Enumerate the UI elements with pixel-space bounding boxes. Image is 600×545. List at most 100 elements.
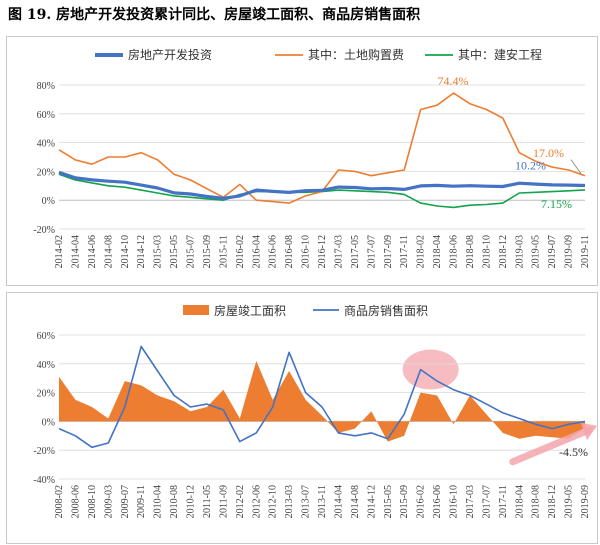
data-annotation: 7.15% [541, 197, 572, 211]
x-tick-label: 2015-11 [218, 235, 229, 268]
x-tick-label: 2013-07 [301, 485, 312, 518]
x-tick-label: 2016-06 [268, 235, 279, 268]
x-tick-label: 2008-02 [54, 485, 65, 518]
x-tick-label: 2018-12 [547, 485, 558, 518]
annotation-leader [570, 159, 582, 174]
x-tick-label: 2009-11 [136, 485, 147, 518]
x-tick-label: 2016-10 [449, 485, 460, 518]
x-tick-label: 2018-04 [432, 235, 443, 268]
x-tick-label: 2018-04 [514, 485, 525, 518]
x-tick-label: 2018-10 [481, 235, 492, 268]
x-tick-label: 2014-04 [70, 235, 81, 268]
legend-label: 其中：土地购置费 [308, 47, 404, 62]
x-tick-label: 2016-02 [416, 485, 427, 518]
x-tick-label: 2008-06 [70, 485, 81, 518]
legend-label: 其中：建安工程 [458, 47, 542, 62]
x-tick-label: 2010-08 [169, 485, 180, 518]
x-tick-label: 2015-07 [186, 235, 197, 268]
y-tick-label: 60% [37, 331, 55, 342]
sales-line [58, 345, 586, 449]
legend-label: 商品房销售面积 [344, 303, 428, 318]
x-tick-label: 2018-12 [498, 235, 509, 268]
y-tick-label: 80% [37, 81, 55, 92]
completion-area [59, 360, 585, 442]
data-annotation: 74.4% [438, 74, 469, 88]
x-tick-label: 2016-02 [235, 235, 246, 268]
legend-swatch [183, 305, 209, 315]
x-tick-label: 2019-11 [580, 235, 591, 268]
x-tick-label: 2014-06 [87, 235, 98, 268]
x-tick-label: 2018-08 [465, 235, 476, 268]
data-annotation: 17.0% [533, 146, 564, 160]
x-tick-label: 2013-03 [284, 485, 295, 518]
x-tick-label: 2009-07 [120, 485, 131, 518]
x-tick-label: 2015-09 [399, 485, 410, 518]
trend-arrow-head [581, 422, 597, 441]
x-tick-label: 2017-03 [465, 485, 476, 518]
x-tick-label: 2019-07 [547, 235, 558, 268]
x-tick-label: 2014-02 [54, 235, 65, 268]
x-tick-label: 2019-09 [580, 485, 591, 518]
series-line [58, 170, 586, 200]
y-tick-label: 0% [42, 196, 55, 207]
x-tick-label: 2016-10 [301, 235, 312, 268]
x-tick-label: 2019-05 [531, 235, 542, 268]
legend-label: 房地产开发投资 [128, 47, 212, 62]
x-tick-label: 2017-11 [399, 235, 410, 268]
y-tick-label: 20% [37, 167, 55, 178]
y-tick-label: -20% [33, 225, 55, 236]
x-tick-label: 2016-06 [432, 485, 443, 518]
x-tick-label: 2016-04 [251, 235, 262, 268]
x-tick-label: 2015-03 [153, 235, 164, 268]
y-tick-label: 60% [37, 110, 55, 121]
x-tick-label: 2019-03 [514, 235, 525, 268]
y-tick-label: 40% [37, 360, 55, 371]
x-tick-label: 2018-08 [531, 485, 542, 518]
x-tick-label: 2018-02 [416, 235, 427, 268]
x-tick-label: 2016-08 [284, 235, 295, 268]
x-tick-label: 2018-06 [449, 235, 460, 268]
x-tick-label: 2013-11 [317, 485, 328, 518]
x-tick-label: 2015-05 [383, 485, 394, 518]
y-tick-label: -40% [33, 475, 55, 486]
x-tick-label: 2017-03 [333, 235, 344, 268]
chart-panel-top: 80% 60% 40% 20% 0% -20% 2014-02 2014-04 2014-06 2… [6, 36, 598, 286]
x-tick-label: 2017-09 [383, 235, 394, 268]
x-tick-label: 2019-09 [564, 235, 575, 268]
data-annotation: 10.2% [515, 159, 546, 173]
y-tick-label: 0% [42, 417, 55, 428]
x-tick-label: 2012-10 [268, 485, 279, 518]
x-tick-label: 2017-07 [481, 485, 492, 518]
x-tick-label: 2014-10 [120, 235, 131, 268]
x-tick-label: 2014-12 [366, 485, 377, 518]
data-annotation: -4.5% [559, 445, 588, 459]
x-tick-label: 2017-05 [350, 235, 361, 268]
x-tick-label: 2016-12 [317, 235, 328, 268]
x-tick-label: 2010-04 [153, 485, 164, 518]
x-tick-label: 2014-04 [333, 485, 344, 518]
x-tick-label: 2011-09 [218, 485, 229, 518]
chart-panel-bottom: 60% 40% 20% 0% -20% -40% 2008-02 2008-06 2008-10… [6, 292, 598, 544]
trend-arrow [509, 426, 593, 466]
y-tick-label: 20% [37, 389, 55, 400]
x-tick-label: 2015-05 [169, 235, 180, 268]
x-tick-label: 2008-10 [87, 485, 98, 518]
x-tick-label: 2012-02 [235, 485, 246, 518]
y-tick-label: 40% [37, 139, 55, 150]
highlight-circle [402, 349, 459, 390]
x-tick-label: 2014-08 [103, 235, 114, 268]
x-tick-label: 2009-03 [103, 485, 114, 518]
x-tick-label: 2014-08 [350, 485, 361, 518]
area-chart: 60% 40% 20% 0% -20% -40%2008-02 2008-06 2008-10… [33, 303, 597, 518]
x-tick-label: 2012-06 [251, 485, 262, 518]
x-tick-label: 2017-07 [366, 235, 377, 268]
x-tick-label: 2014-12 [136, 235, 147, 268]
legend-label: 房屋竣工面积 [214, 303, 286, 318]
y-tick-label: -20% [33, 446, 55, 457]
x-tick-label: 2017-11 [498, 485, 509, 518]
x-tick-label: 2015-09 [202, 235, 213, 268]
x-tick-label: 2010-12 [186, 485, 197, 518]
x-tick-label: 2011-05 [202, 485, 213, 518]
x-tick-label: 2019-05 [564, 485, 575, 518]
investment-chart: 80% 60% 40% 20% 0% -20%2014-02 2014-04 2014-06 2… [33, 47, 591, 268]
